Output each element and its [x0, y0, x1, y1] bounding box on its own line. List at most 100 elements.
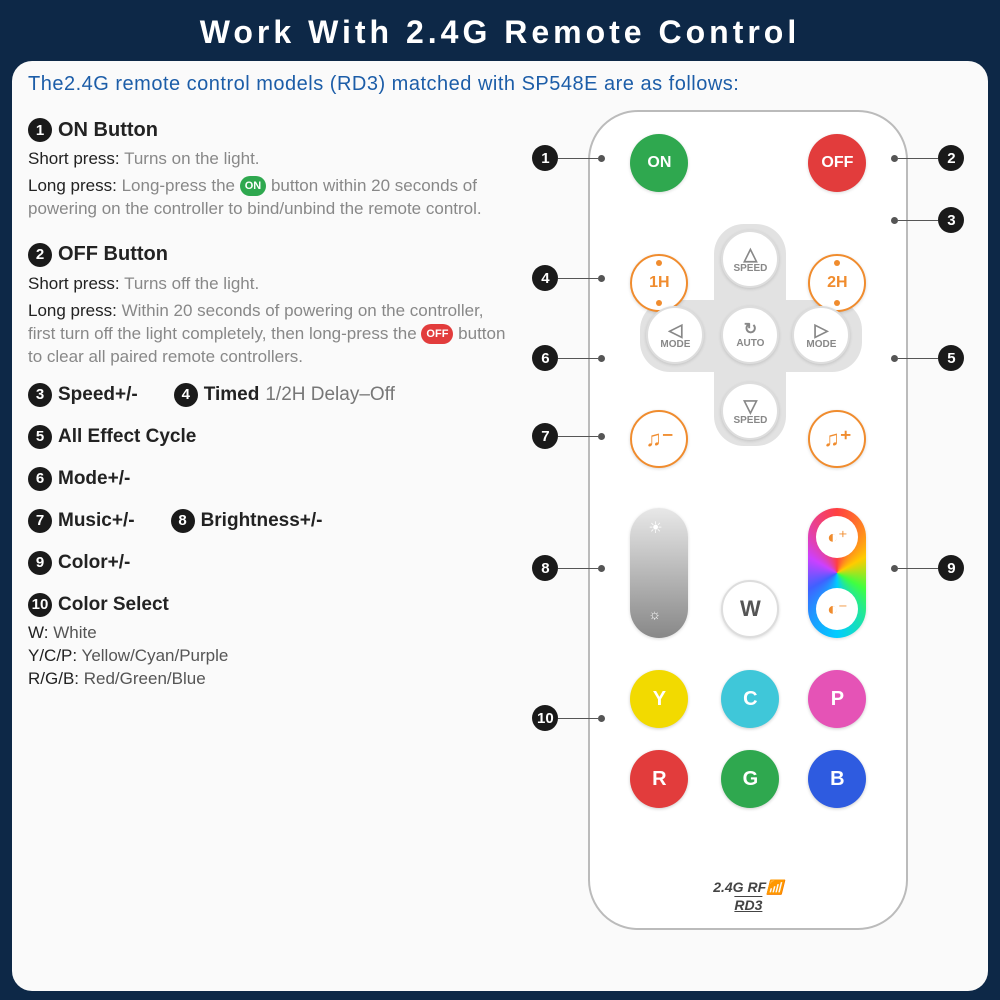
- triangle-up-icon: △: [743, 245, 757, 263]
- triangle-down-icon: ▽: [743, 397, 757, 415]
- remote-music-plus[interactable]: ♫⁺: [808, 410, 866, 468]
- num-9: 9: [28, 551, 52, 575]
- on-pill-icon: ON: [240, 176, 267, 196]
- legend-rgb-v: Red/Green/Blue: [84, 669, 206, 688]
- remote-speed-down[interactable]: ▽ SPEED: [721, 382, 779, 440]
- callout-4: 4: [532, 265, 605, 291]
- remote-timer-1h[interactable]: 1H: [630, 254, 688, 312]
- num-4: 4: [174, 383, 198, 407]
- callout-num: 6: [532, 345, 558, 371]
- callout-stem: [898, 358, 938, 359]
- legend-ycp-k: Y/C/P:: [28, 646, 77, 665]
- page-title: Work With 2.4G Remote Control: [0, 0, 1000, 61]
- remote-color-g[interactable]: G: [721, 750, 779, 808]
- legend-w-k: W:: [28, 623, 48, 642]
- callout-7: 7: [532, 423, 605, 449]
- callout-num: 5: [938, 345, 964, 371]
- callout-tip: [891, 217, 898, 224]
- remote-color-p[interactable]: P: [808, 670, 866, 728]
- music-plus-icon: ♫⁺: [823, 426, 851, 452]
- callout-num: 1: [532, 145, 558, 171]
- off-short-text: Turns off the light.: [124, 274, 259, 293]
- callout-10: 10: [532, 705, 605, 731]
- num-8: 8: [171, 509, 195, 533]
- callout-stem: [558, 718, 598, 719]
- callout-stem: [898, 568, 938, 569]
- callout-num: 9: [938, 555, 964, 581]
- remote-music-minus[interactable]: ♫⁻: [630, 410, 688, 468]
- remote-color-r[interactable]: R: [630, 750, 688, 808]
- on-short-text: Turns on the light.: [124, 149, 259, 168]
- remote-color-b[interactable]: B: [808, 750, 866, 808]
- on-short: Short press: Turns on the light.: [28, 148, 506, 171]
- num-6: 6: [28, 467, 52, 491]
- callout-6: 6: [532, 345, 605, 371]
- left-column: 1 ON Button Short press: Turns on the li…: [28, 108, 506, 978]
- num-7: 7: [28, 509, 52, 533]
- remote-color-wheel[interactable]: ◐⁺ ◐⁻: [808, 508, 866, 638]
- mode-label-1: MODE: [660, 339, 690, 350]
- num-3: 3: [28, 383, 52, 407]
- remote-white-button[interactable]: W: [721, 580, 779, 638]
- item-9-label: Color+/-: [58, 552, 130, 574]
- on-heading-text: ON Button: [58, 119, 158, 142]
- color-minus-icon: ◐⁻: [816, 588, 858, 630]
- item-8: 8 Brightness+/-: [171, 509, 323, 533]
- section-off-heading: 2 OFF Button: [28, 243, 506, 267]
- num-2: 2: [28, 243, 52, 267]
- off-pill-icon: OFF: [421, 324, 453, 344]
- remote-auto[interactable]: ↻ AUTO: [721, 306, 779, 364]
- remote-mode-next[interactable]: ▷ MODE: [792, 306, 850, 364]
- remote-off-button[interactable]: OFF: [808, 134, 866, 192]
- callout-tip: [598, 565, 605, 572]
- card: The2.4G remote control models (RD3) matc…: [12, 61, 988, 991]
- remote-color-c[interactable]: C: [721, 670, 779, 728]
- callout-8: 8: [532, 555, 605, 581]
- remote-speed-up[interactable]: △ SPEED: [721, 230, 779, 288]
- callout-num: 8: [532, 555, 558, 581]
- legend-w: W: White: [28, 623, 506, 643]
- legend-w-v: White: [53, 623, 96, 642]
- legend-rgb-k: R/G/B:: [28, 669, 79, 688]
- item-5-label: All Effect Cycle: [58, 426, 196, 448]
- item-10-label: Color Select: [58, 594, 169, 616]
- num-5: 5: [28, 425, 52, 449]
- remote-color-y[interactable]: Y: [630, 670, 688, 728]
- off-long-label: Long press:: [28, 301, 117, 320]
- on-long-label: Long press:: [28, 176, 117, 195]
- music-minus-icon: ♫⁻: [645, 426, 673, 452]
- callout-tip: [891, 355, 898, 362]
- item-10: 10 Color Select: [28, 593, 506, 617]
- callout-tip: [598, 155, 605, 162]
- legend-ycp: Y/C/P: Yellow/Cyan/Purple: [28, 646, 506, 666]
- callout-9: 9: [891, 555, 964, 581]
- item-8-label: Brightness+/-: [201, 510, 323, 532]
- remote-on-button[interactable]: ON: [630, 134, 688, 192]
- brightness-down-icon: ☼: [648, 606, 670, 628]
- callout-stem: [558, 278, 598, 279]
- off-short: Short press: Turns off the light.: [28, 273, 506, 296]
- content-row: 1 ON Button Short press: Turns on the li…: [28, 108, 972, 978]
- color-plus-icon: ◐⁺: [816, 516, 858, 558]
- remote-brightness[interactable]: ☀ ☼: [630, 508, 688, 638]
- speed-label-2: SPEED: [733, 415, 767, 426]
- on-long: Long press: Long-press the ON button wit…: [28, 175, 506, 221]
- remote-mode-prev[interactable]: ◁ MODE: [646, 306, 704, 364]
- callout-stem: [898, 220, 938, 221]
- num-1: 1: [28, 118, 52, 142]
- callout-num: 4: [532, 265, 558, 291]
- item-7-label: Music+/-: [58, 510, 135, 532]
- item-7: 7 Music+/-: [28, 509, 135, 533]
- brightness-up-icon: ☀: [648, 518, 670, 540]
- callout-tip: [598, 275, 605, 282]
- remote-brand: 2.4G RF📶 RD3: [590, 878, 906, 914]
- callout-stem: [558, 568, 598, 569]
- legend-ycp-v: Yellow/Cyan/Purple: [82, 646, 229, 665]
- item-6: 6 Mode+/-: [28, 467, 506, 491]
- remote-timer-2h[interactable]: 2H: [808, 254, 866, 312]
- callout-tip: [891, 155, 898, 162]
- item-6-label: Mode+/-: [58, 468, 130, 490]
- item-4-label: Timed: [204, 384, 260, 406]
- off-short-label: Short press:: [28, 274, 120, 293]
- on-long-pre: Long-press the: [122, 176, 235, 195]
